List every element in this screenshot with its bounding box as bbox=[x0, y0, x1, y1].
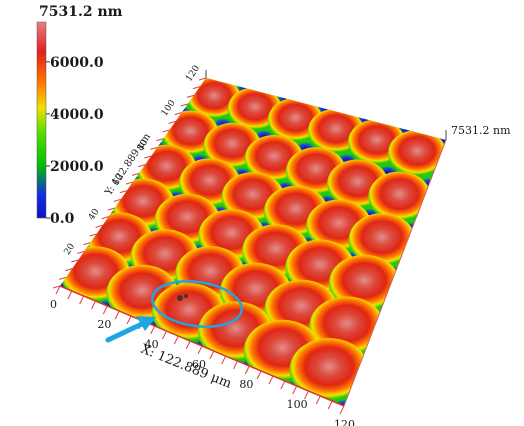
x-tick bbox=[114, 310, 120, 320]
colorbar-max-label: 7531.2 nm bbox=[39, 4, 123, 20]
y-tick bbox=[150, 146, 158, 150]
colorbar-tick-label: 6000.0 bbox=[50, 55, 104, 71]
colorbar-ticks: 6000.0 4000.0 2000.0 0.0 bbox=[46, 55, 104, 227]
x-tick bbox=[339, 405, 345, 415]
x-tick bbox=[126, 315, 132, 325]
x-tick bbox=[268, 375, 274, 385]
x-tick-label: 20 bbox=[97, 318, 111, 331]
x-tick bbox=[102, 305, 108, 315]
surface-dome bbox=[368, 171, 431, 222]
x-tick bbox=[256, 370, 262, 380]
x-tick bbox=[67, 290, 73, 300]
x-tick bbox=[91, 300, 96, 310]
y-tick bbox=[144, 155, 152, 159]
surface-dome bbox=[187, 78, 241, 119]
x-tick bbox=[221, 355, 227, 365]
x-tick bbox=[197, 345, 203, 355]
x-tick bbox=[280, 380, 286, 390]
x-tick bbox=[185, 340, 191, 350]
y-tick bbox=[65, 268, 73, 272]
y-tick bbox=[119, 190, 128, 194]
x-tick bbox=[150, 325, 156, 335]
y-tick bbox=[89, 233, 97, 237]
y-tick-label: 40 bbox=[87, 207, 102, 222]
colorbar-tick-label: 2000.0 bbox=[50, 159, 104, 175]
y-tick bbox=[180, 103, 188, 107]
x-tick bbox=[292, 385, 298, 395]
x-tick-label: 80 bbox=[239, 378, 253, 391]
y-tick bbox=[125, 181, 134, 185]
surface-plot bbox=[59, 70, 447, 407]
y-tick bbox=[58, 276, 67, 280]
colorbar-tick-label: 4000.0 bbox=[50, 107, 104, 123]
y-tick bbox=[162, 129, 170, 133]
y-tick bbox=[156, 138, 164, 142]
annotation-arrow-head bbox=[136, 316, 156, 331]
x-tick bbox=[162, 330, 167, 340]
x-tick-label: 120 bbox=[334, 418, 355, 426]
colorbar-tick-label: 0.0 bbox=[50, 211, 75, 227]
y-tick bbox=[107, 207, 115, 211]
z-max-label: 7531.2 nm bbox=[451, 124, 511, 137]
y-tick-label: 120 bbox=[184, 64, 202, 84]
y-tick-label: 20 bbox=[63, 242, 78, 257]
x-tick bbox=[79, 295, 85, 305]
x-tick-label: 60 bbox=[192, 358, 206, 371]
y-tick bbox=[77, 250, 85, 254]
x-tick bbox=[244, 365, 250, 375]
y-tick-label: 100 bbox=[160, 98, 178, 118]
surface-domes bbox=[60, 78, 446, 402]
y-tick bbox=[52, 285, 61, 289]
x-tick-label: 0 bbox=[50, 298, 57, 311]
x-tick bbox=[209, 350, 215, 360]
surface-dome bbox=[348, 213, 416, 267]
y-tick bbox=[113, 198, 121, 202]
y-tick bbox=[168, 120, 176, 124]
surface-dome bbox=[289, 338, 369, 402]
y-tick bbox=[131, 172, 140, 176]
y-tick bbox=[198, 77, 207, 81]
y-tick bbox=[95, 224, 103, 228]
x-axis: 0 20 40 60 80 100 120 bbox=[50, 285, 355, 426]
defect-spot bbox=[177, 294, 188, 301]
surface-right-edge bbox=[343, 139, 447, 407]
x-tick bbox=[233, 360, 238, 370]
y-tick bbox=[192, 86, 201, 90]
y-tick bbox=[101, 216, 109, 220]
x-tick bbox=[327, 400, 333, 410]
y-tick bbox=[83, 242, 91, 246]
x-tick bbox=[173, 335, 179, 345]
x-tick bbox=[304, 390, 309, 400]
x-tick-label: 40 bbox=[145, 338, 159, 351]
x-tick bbox=[315, 395, 321, 405]
y-tick bbox=[186, 94, 194, 98]
x-tick bbox=[55, 285, 61, 295]
annotation-arrow-shaft bbox=[105, 320, 147, 343]
y-tick bbox=[174, 112, 182, 116]
x-tick-label: 100 bbox=[287, 398, 308, 411]
y-tick bbox=[138, 164, 146, 168]
defect-highlight-ellipse bbox=[151, 280, 243, 328]
surface-dome bbox=[388, 130, 446, 177]
colorbar bbox=[36, 21, 47, 219]
y-tick bbox=[71, 259, 79, 263]
